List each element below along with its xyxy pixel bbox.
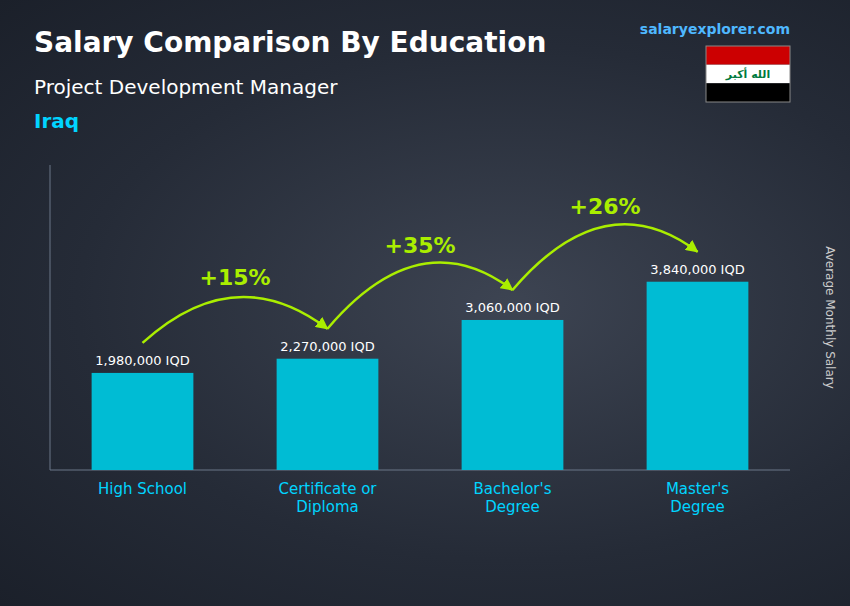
subtitle: Project Development Manager [34, 75, 338, 99]
flag-emblem: الله أكبر [725, 67, 770, 81]
flag-stripe [706, 65, 790, 84]
page: {"chart_data": {"type": "bar", "title": … [0, 0, 850, 606]
x-tick-label-line: Master's [666, 480, 729, 498]
x-tick-label-line: High School [98, 480, 187, 498]
y-axis-label: Average Monthly Salary [823, 246, 837, 389]
source: salaryexplorer.com [640, 21, 790, 37]
bars [92, 282, 749, 470]
data-label: 2,270,000 IQD [280, 339, 374, 354]
y-axis-line [50, 165, 51, 470]
growth-label: +35% [384, 233, 455, 258]
growth-arrow [328, 263, 513, 329]
x-tick-label: High School [98, 480, 187, 498]
chart-container: Salary Comparison By Education Project De… [0, 0, 850, 606]
x-tick-label-line: Degree [485, 498, 540, 516]
x-tick-label-line: Certificate or [278, 480, 377, 498]
flag-border [706, 46, 790, 102]
x-tick-label-line: Diploma [296, 498, 358, 516]
x-tick-label: Bachelor'sDegree [474, 480, 552, 516]
growth-arrow [143, 297, 328, 343]
flag: الله أكبر [706, 46, 790, 102]
data-label: 3,840,000 IQD [650, 262, 744, 277]
growth-arrow [513, 224, 698, 290]
flag-stripe [706, 46, 790, 65]
bar [462, 320, 564, 470]
chart-svg: Salary Comparison By Education Project De… [0, 0, 850, 606]
x-tick-label-line: Bachelor's [474, 480, 552, 498]
title: Salary Comparison By Education [34, 26, 546, 59]
data-label: 1,980,000 IQD [95, 353, 189, 368]
growth-annotations: +15% +35% +26% [143, 194, 698, 343]
growth-label: +26% [569, 194, 640, 219]
subtitle: Iraq [34, 109, 79, 133]
data-label: 3,060,000 IQD [465, 300, 559, 315]
x-tick-label: Certificate orDiploma [278, 480, 377, 516]
growth-label: +15% [199, 265, 270, 290]
bar [647, 282, 749, 470]
x-tick-label: Master'sDegree [666, 480, 729, 516]
bar [277, 359, 379, 470]
x-tick-label-line: Degree [670, 498, 725, 516]
flag-stripe [706, 83, 790, 102]
bar [92, 373, 194, 470]
